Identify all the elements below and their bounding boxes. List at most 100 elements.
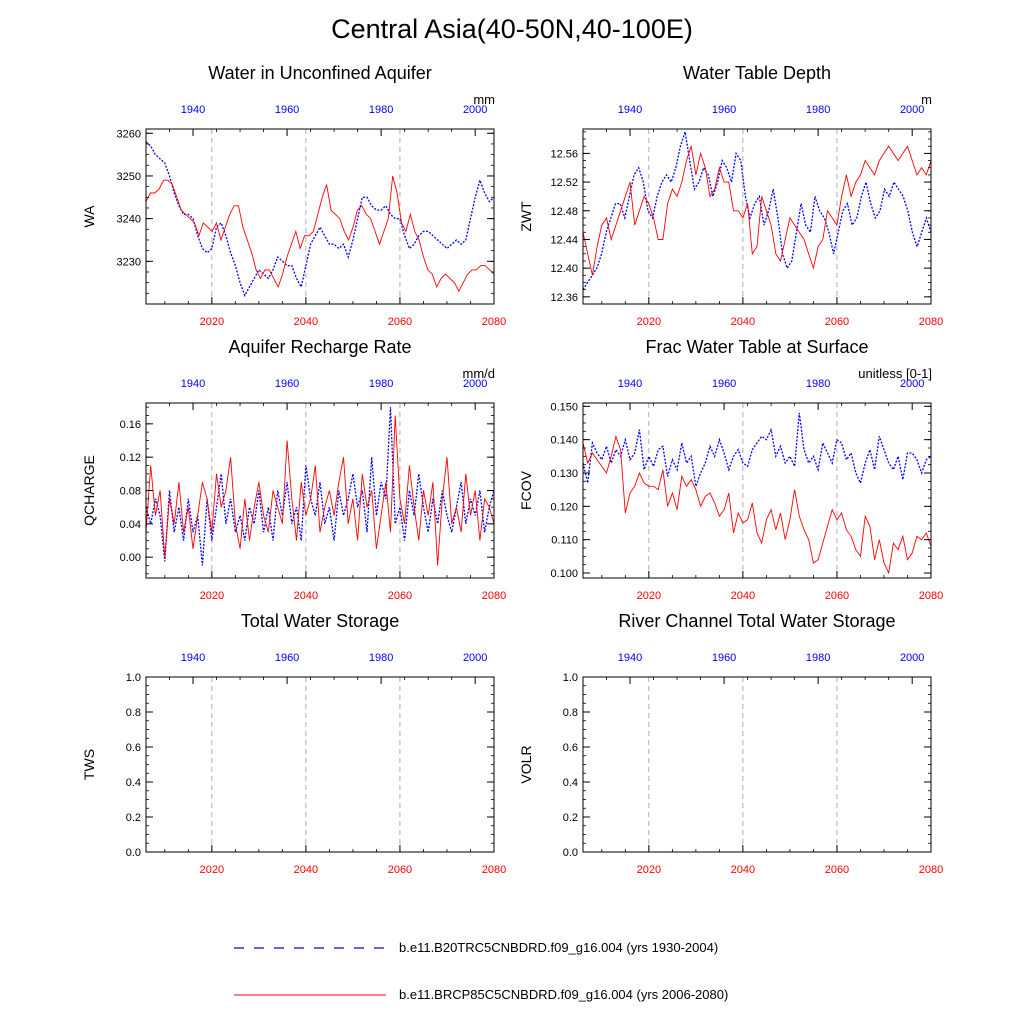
plot-frame (582, 676, 932, 853)
series-future (145, 415, 495, 566)
units-label: m (921, 92, 932, 107)
series-historical (145, 407, 495, 566)
y-tick-label: 12.56 (550, 148, 578, 160)
y-tick-label: 0.6 (126, 742, 141, 754)
x-bottom-tick-label: 2020 (200, 864, 224, 876)
y-axis-label: WA (81, 205, 97, 228)
chart-total-water-storage: Total Water Storage TWS 0.0 0.2 0.4 0.6 0.8 1.0… (81, 611, 506, 876)
y-tick-label: 0.8 (126, 707, 141, 719)
x-top-tick-label: 1960 (275, 104, 299, 116)
y-tick-label: 3260 (117, 128, 141, 140)
x-top-tick-label: 2000 (900, 652, 924, 664)
chart-title: Aquifer Recharge Rate (228, 337, 411, 357)
y-tick-label: 0.04 (120, 519, 141, 531)
chart-title: Frac Water Table at Surface (645, 337, 868, 357)
x-top-tick-label: 1940 (181, 378, 205, 390)
y-tick-label: 0.130 (550, 468, 578, 480)
x-bottom-tick-label: 2080 (919, 864, 943, 876)
x-bottom-tick-label: 2040 (294, 316, 318, 328)
page-title: Central Asia(40-50N,40-100E) (331, 14, 693, 44)
chart-title: River Channel Total Water Storage (618, 611, 895, 631)
y-tick-label: 0.8 (563, 707, 578, 719)
x-top-tick-label: 1940 (181, 652, 205, 664)
x-bottom-tick-label: 2080 (482, 590, 506, 602)
series-future (582, 145, 932, 276)
x-top-tick-label: 2000 (463, 378, 487, 390)
x-top-tick-label: 1980 (369, 652, 393, 664)
chart-water-table-depth: Water Table Depth m ZWT 12.36 12.40 12.44 12.4… (518, 63, 943, 328)
x-top-tick-label: 1940 (618, 104, 642, 116)
x-top-tick-label: 1960 (275, 652, 299, 664)
y-tick-label: 0.2 (126, 812, 141, 824)
units-label: mm (473, 92, 495, 107)
y-tick-label: 0.08 (120, 486, 141, 498)
series-future (582, 434, 932, 575)
x-bottom-tick-label: 2080 (919, 316, 943, 328)
series-historical (582, 131, 932, 291)
y-tick-label: 0.120 (550, 501, 578, 513)
y-axis-label: TWS (81, 749, 97, 780)
chart-title: Water Table Depth (683, 63, 831, 83)
y-tick-label: 12.48 (550, 206, 578, 218)
plot-frame (582, 128, 932, 305)
x-bottom-tick-label: 2020 (637, 590, 661, 602)
x-bottom-tick-label: 2060 (388, 864, 412, 876)
x-bottom-tick-label: 2040 (731, 590, 755, 602)
y-tick-label: 12.40 (550, 263, 578, 275)
x-bottom-tick-label: 2040 (731, 864, 755, 876)
y-tick-label: 1.0 (126, 672, 141, 684)
y-tick-label: 12.44 (550, 234, 578, 246)
series-historical (145, 141, 495, 298)
x-bottom-tick-label: 2040 (294, 864, 318, 876)
x-top-tick-label: 1960 (712, 378, 736, 390)
y-axis-label: ZWT (518, 201, 534, 232)
x-bottom-tick-label: 2080 (482, 316, 506, 328)
y-tick-label: 0.0 (563, 847, 578, 859)
x-bottom-tick-label: 2020 (637, 864, 661, 876)
x-top-tick-label: 1980 (369, 378, 393, 390)
x-top-tick-label: 1980 (369, 104, 393, 116)
units-label: unitless [0-1] (858, 366, 932, 381)
x-bottom-tick-label: 2040 (731, 316, 755, 328)
y-tick-label: 3230 (117, 256, 141, 268)
chart-title: Water in Unconfined Aquifer (208, 63, 431, 83)
y-tick-label: 0.0 (126, 847, 141, 859)
x-bottom-tick-label: 2060 (388, 316, 412, 328)
x-top-tick-label: 1960 (712, 652, 736, 664)
x-top-tick-label: 2000 (463, 104, 487, 116)
x-bottom-tick-label: 2060 (388, 590, 412, 602)
plot-frame (145, 128, 495, 305)
units-label: mm/d (463, 366, 496, 381)
x-top-tick-label: 1960 (712, 104, 736, 116)
y-tick-label: 3250 (117, 171, 141, 183)
y-axis-label: FCOV (518, 470, 534, 510)
x-bottom-tick-label: 2080 (919, 590, 943, 602)
x-bottom-tick-label: 2060 (825, 590, 849, 602)
x-top-tick-label: 1960 (275, 378, 299, 390)
x-top-tick-label: 1940 (618, 378, 642, 390)
y-tick-label: 12.52 (550, 177, 578, 189)
y-tick-label: 0.140 (550, 435, 578, 447)
y-tick-label: 0.16 (120, 419, 141, 431)
series-future (145, 175, 495, 293)
plot-frame (582, 402, 932, 579)
y-tick-label: 0.00 (120, 552, 141, 564)
x-top-tick-label: 2000 (900, 104, 924, 116)
y-tick-label: 3240 (117, 214, 141, 226)
series-historical (582, 412, 932, 487)
x-bottom-tick-label: 2060 (825, 864, 849, 876)
x-bottom-tick-label: 2020 (200, 316, 224, 328)
y-axis-label: QCHARGE (81, 455, 97, 526)
y-tick-label: 1.0 (563, 672, 578, 684)
x-top-tick-label: 1980 (806, 652, 830, 664)
x-bottom-tick-label: 2040 (294, 590, 318, 602)
chart-water-in-unconfined-aquifer: Water in Unconfined Aquifer mm WA 3230 3240 3… (81, 63, 506, 328)
x-top-tick-label: 1980 (806, 378, 830, 390)
chart-river-channel-total-water-storage: River Channel Total Water Storage VOLR 0.0… (518, 611, 943, 876)
y-tick-label: 0.4 (126, 777, 141, 789)
y-tick-label: 0.100 (550, 568, 578, 580)
plot-frame (145, 676, 495, 853)
chart-frac-water-table-at-surface: Frac Water Table at Surface unitless [0-1… (518, 337, 943, 602)
x-bottom-tick-label: 2020 (200, 590, 224, 602)
